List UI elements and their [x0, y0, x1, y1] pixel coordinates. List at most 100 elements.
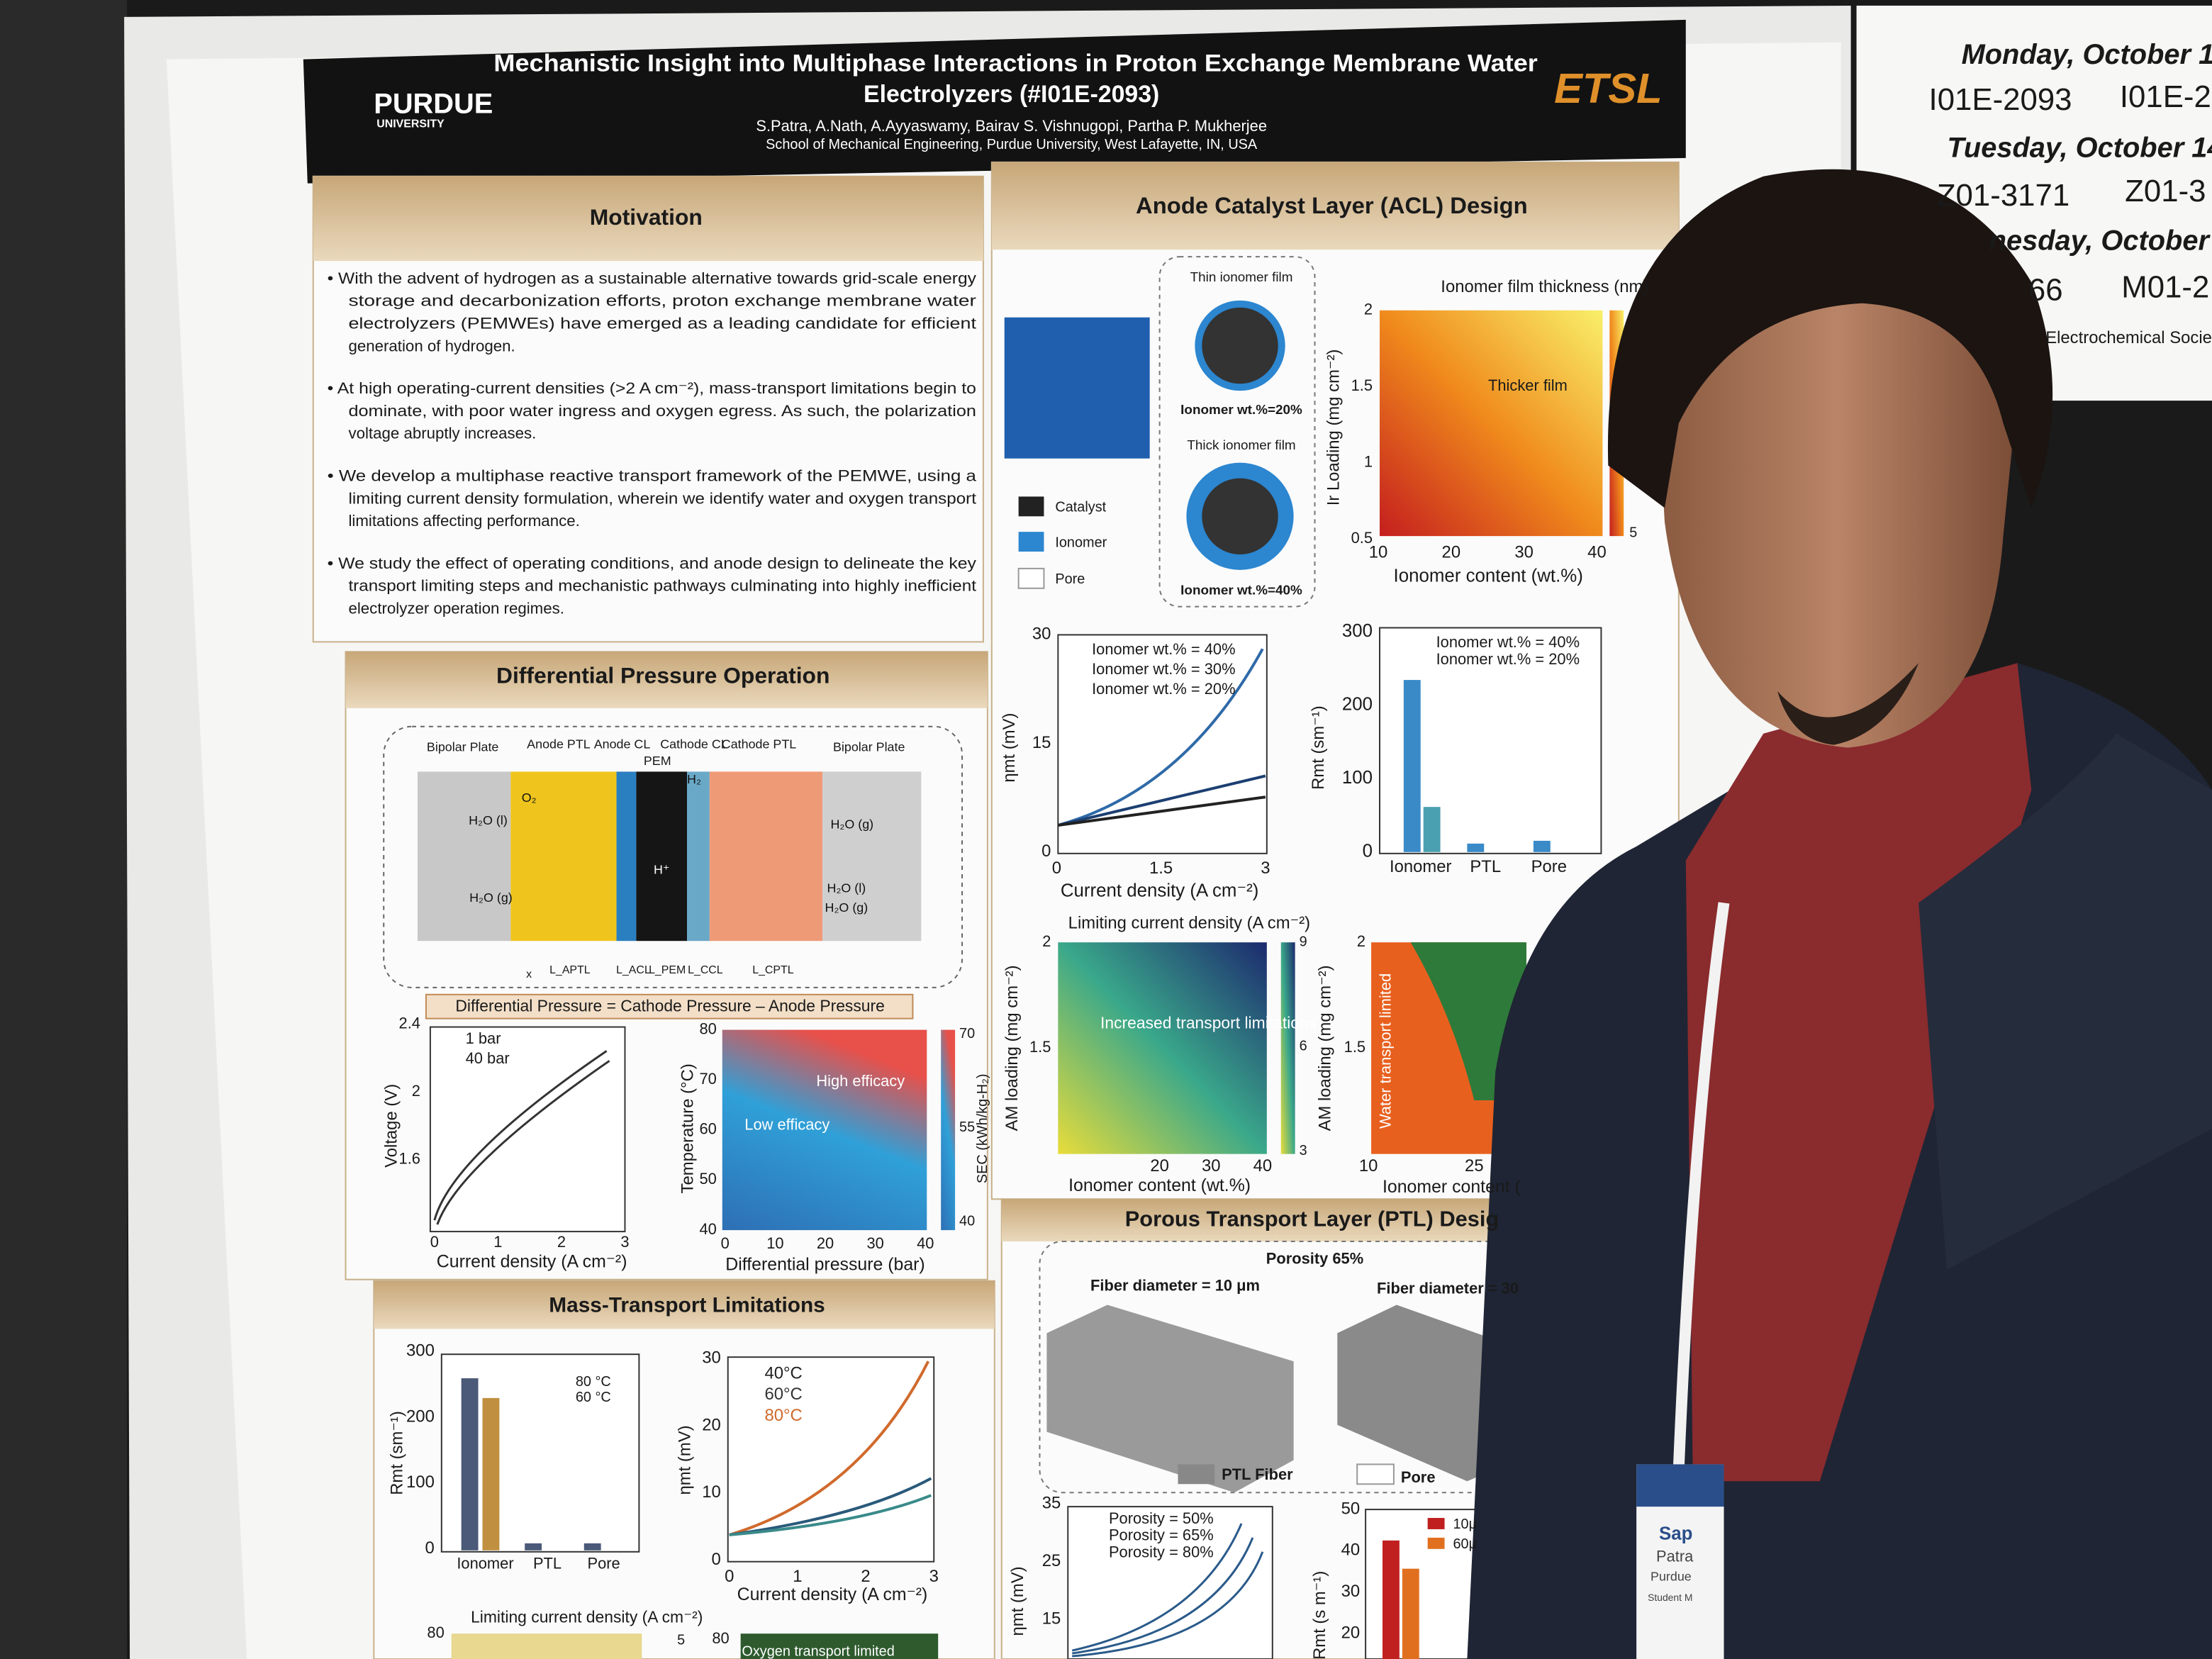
tick-label: 25: [1465, 1156, 1484, 1175]
bar: [482, 1397, 500, 1551]
legend-swatch: [1018, 496, 1044, 517]
acl-structure: [1004, 317, 1150, 459]
schedule-code: Z01-3: [2125, 174, 2206, 208]
tick-label: 2: [412, 1082, 420, 1100]
tick-label: 0: [430, 1233, 439, 1251]
plot-title: Ionomer film thickness (nm): [1441, 277, 1648, 296]
length-label: L_CCL: [688, 964, 723, 976]
axis-label: Rmt (sm⁻¹): [1309, 705, 1328, 790]
beard: [1777, 663, 1919, 745]
annotation: Fiber diameter = 10 μm: [1090, 1276, 1260, 1294]
bipolar-plate: [417, 771, 511, 942]
bullet-text: • We study the effect of operating condi…: [328, 554, 977, 572]
axis-label: AM loading (mg cm⁻²): [1002, 965, 1022, 1131]
tick-label: 2: [557, 1233, 566, 1251]
tick-label: 80: [427, 1624, 444, 1641]
film-label: Ionomer wt.%=40%: [1180, 583, 1302, 598]
tick-label: 3: [620, 1233, 629, 1251]
length-label: L_ACL: [616, 964, 651, 976]
schedule-day: Tuesday, October 14: [1947, 132, 2212, 163]
tick-label: 0: [425, 1538, 435, 1558]
axis-label: Ir Loading (mg cm⁻²): [1324, 350, 1344, 506]
legend-label: 60μ: [1453, 1536, 1477, 1552]
legend-label: 10μ: [1453, 1516, 1477, 1532]
tick-label: 40: [917, 1234, 934, 1252]
plot-title: Limiting current density (A cm⁻²): [1068, 914, 1310, 933]
category-label: Pore: [588, 1554, 620, 1572]
tick-label: 25: [1042, 1551, 1061, 1570]
section-header: [313, 176, 983, 262]
legend-swatch: [1427, 1518, 1445, 1529]
annotation: High efficacy: [816, 1072, 905, 1090]
section-header: [991, 162, 1679, 250]
legend-swatch: [1018, 532, 1044, 552]
tick-label: 1.5: [1351, 376, 1373, 394]
length-label: x: [526, 968, 532, 981]
poster-header: [303, 19, 1686, 184]
ptl-structure: [1046, 1305, 1294, 1493]
tick-label: 15: [1032, 733, 1051, 752]
layer-label: Bipolar Plate: [833, 739, 905, 754]
colorbar-label: SEC (kWh/kg-H₂): [975, 1074, 990, 1184]
category-label: Ionomer: [1390, 857, 1452, 876]
tick-label: 40: [1253, 1156, 1273, 1175]
tick-label: 10: [766, 1234, 783, 1252]
tick-label: 0: [1052, 859, 1061, 878]
bar: [1533, 840, 1551, 852]
curve: [729, 1494, 932, 1536]
section-title: Motivation: [590, 204, 703, 230]
bullet-text: electrolyzer operation regimes.: [348, 599, 564, 617]
catalyst: [1202, 478, 1278, 554]
tick-label: 80: [712, 1629, 729, 1647]
legend-label: 60 °C: [576, 1390, 611, 1405]
tick-label: 20: [1150, 1156, 1169, 1175]
face: [1658, 240, 2018, 748]
tick-label: 0.5: [1351, 529, 1373, 547]
cathode-cl: [687, 771, 710, 942]
curve: [1057, 774, 1266, 827]
bullet-text: electrolyzers (PEMWEs) have emerged as a…: [348, 315, 976, 333]
section-header: [345, 652, 988, 708]
tick-label: 30: [1202, 1156, 1221, 1175]
legend-label: Ionomer wt.% = 20%: [1436, 650, 1580, 668]
tick-label: 3: [1261, 859, 1270, 878]
annotation: Increased transport limitations: [1100, 1014, 1317, 1032]
legend-label: Pore: [1401, 1468, 1436, 1486]
title: Electrolyzers (#I01E-2093): [864, 81, 1159, 108]
axis-label: Current density (A cm⁻²): [1061, 881, 1259, 900]
tick-label: 40: [699, 1220, 716, 1238]
tick-label: 2: [1042, 932, 1051, 950]
board-edge: [0, 0, 128, 1659]
tick-label: 50: [1341, 1499, 1361, 1518]
bullet-text: storage and decarbonization efforts, pro…: [348, 292, 976, 310]
annotation: Porosity 65%: [1266, 1250, 1363, 1268]
badge-text: Student M: [1648, 1592, 1692, 1603]
tick-label: 60: [699, 1120, 716, 1138]
legend-label: 80°C: [764, 1406, 802, 1425]
bullet-text: • With the advent of hydrogen as a susta…: [328, 269, 977, 287]
species-label: H₂O (g): [825, 900, 868, 915]
legend-label: Pore: [1055, 571, 1085, 587]
annotation: Low efficacy: [744, 1116, 830, 1134]
legend-label: Catalyst: [1055, 500, 1106, 515]
legend-label: Porosity = 65%: [1109, 1526, 1214, 1544]
bipolar-plate: [822, 771, 922, 942]
bullet-text: limitations affecting performance.: [348, 512, 579, 530]
tick-label: 30: [1514, 542, 1534, 562]
tick-label: 2: [1364, 301, 1373, 318]
layer-label: Bipolar Plate: [427, 739, 498, 754]
badge-text: Sap: [1659, 1524, 1692, 1544]
tick-label: 80: [699, 1020, 716, 1037]
tick-label: 1: [493, 1233, 502, 1251]
tick-label: 1.5: [1149, 859, 1173, 878]
axis-label: Rmt (s m⁻¹): [1310, 1571, 1329, 1659]
heatmap: [451, 1633, 642, 1659]
category-label: Pore: [1531, 857, 1567, 876]
species-label: O₂: [522, 791, 537, 805]
badge-text: Purdue: [1650, 1569, 1692, 1583]
tick-label: 100: [1342, 768, 1373, 788]
annotation: Thicker film: [1488, 376, 1568, 394]
axis-label: Rmt (sm⁻¹): [387, 1411, 406, 1495]
bar: [1402, 1568, 1419, 1659]
annotation: Water transport limited: [1377, 973, 1395, 1129]
